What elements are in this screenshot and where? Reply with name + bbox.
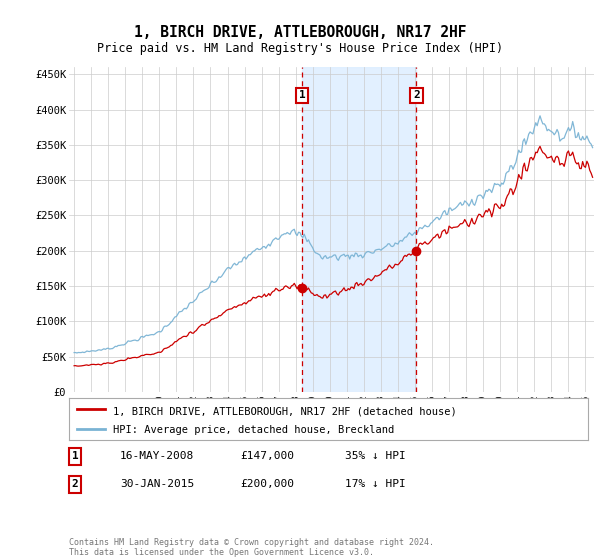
Text: 17% ↓ HPI: 17% ↓ HPI [345,479,406,489]
Text: 2: 2 [71,479,79,489]
Text: 1, BIRCH DRIVE, ATTLEBOROUGH, NR17 2HF (detached house): 1, BIRCH DRIVE, ATTLEBOROUGH, NR17 2HF (… [113,406,457,416]
Text: 1, BIRCH DRIVE, ATTLEBOROUGH, NR17 2HF: 1, BIRCH DRIVE, ATTLEBOROUGH, NR17 2HF [134,25,466,40]
Text: Contains HM Land Registry data © Crown copyright and database right 2024.
This d: Contains HM Land Registry data © Crown c… [69,538,434,557]
Text: 30-JAN-2015: 30-JAN-2015 [120,479,194,489]
Text: £147,000: £147,000 [240,451,294,461]
Text: 2: 2 [413,91,420,100]
Text: HPI: Average price, detached house, Breckland: HPI: Average price, detached house, Brec… [113,426,394,435]
Text: 35% ↓ HPI: 35% ↓ HPI [345,451,406,461]
Bar [302,67,416,392]
Text: 1: 1 [71,451,79,461]
Text: £200,000: £200,000 [240,479,294,489]
Text: Price paid vs. HM Land Registry's House Price Index (HPI): Price paid vs. HM Land Registry's House … [97,42,503,55]
Text: 16-MAY-2008: 16-MAY-2008 [120,451,194,461]
Text: 1: 1 [299,91,305,100]
